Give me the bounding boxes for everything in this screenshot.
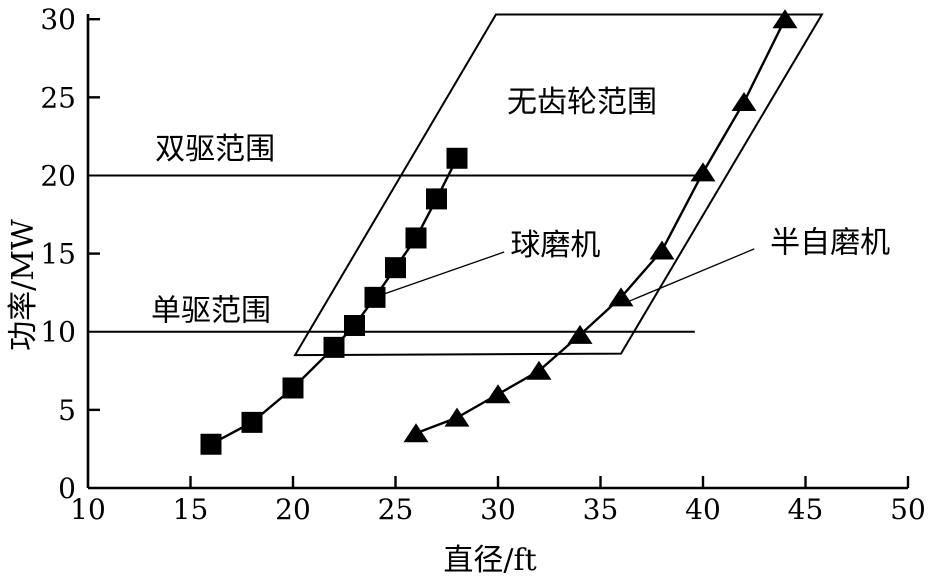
sag-mill-point [567,324,593,344]
sag-mill-point [731,92,757,112]
x-tick-label: 35 [583,493,619,526]
ball-mill-point [446,147,468,169]
x-tick-label: 15 [173,493,209,526]
y-tick-label: 5 [58,394,76,427]
ball-mill-point [323,336,345,358]
gearless-range-label: 无齿轮范围 [507,85,657,120]
ball-mill-point [405,227,427,249]
sag-mill-label: 半自磨机 [770,226,890,261]
sag-mill-label-leader [626,248,755,303]
ball-mill-point [426,188,447,210]
y-tick-label: 25 [40,81,76,114]
sag-mill-point [444,407,470,427]
y-tick-label: 20 [40,159,76,192]
y-axis-title: 功率/MW [6,219,41,351]
ball-mill-point [344,314,365,336]
ball-mill-label: 球磨机 [510,228,600,263]
sag-mill-point [772,9,798,29]
y-tick-label: 15 [40,238,76,271]
ball-mill-point [364,286,386,308]
sag-mill-point [690,162,716,182]
x-axis-title: 直径/ft [443,543,537,578]
x-tick-label: 50 [890,493,926,526]
ball-mill-point [241,411,263,433]
ball-mill-point [385,257,406,279]
y-tick-label: 0 [58,472,76,505]
dual-drive-range-label: 双驱范围 [155,132,275,167]
x-tick-label: 20 [275,493,311,526]
gearless-range-outline [293,13,824,357]
x-tick-label: 45 [788,493,824,526]
ball-mill-point [200,433,222,455]
ball-mill-curve [210,157,459,446]
y-tick-label: 10 [40,316,76,349]
ball-mill-label-leader [382,251,505,295]
single-drive-range-label: 单驱范围 [151,294,271,329]
sag-mill-point [608,287,634,307]
sag-mill-point [649,240,675,260]
x-tick-label: 25 [378,493,414,526]
x-tick-label: 40 [685,493,721,526]
sag-mill-point [403,423,429,443]
x-tick-label: 10 [70,493,106,526]
sag-mill-curve [415,18,787,435]
y-tick-label: 30 [40,3,76,36]
ball-mill-point [282,377,304,399]
sag-mill-point [485,384,511,404]
sag-mill-point [526,360,552,380]
x-tick-label: 30 [480,493,516,526]
